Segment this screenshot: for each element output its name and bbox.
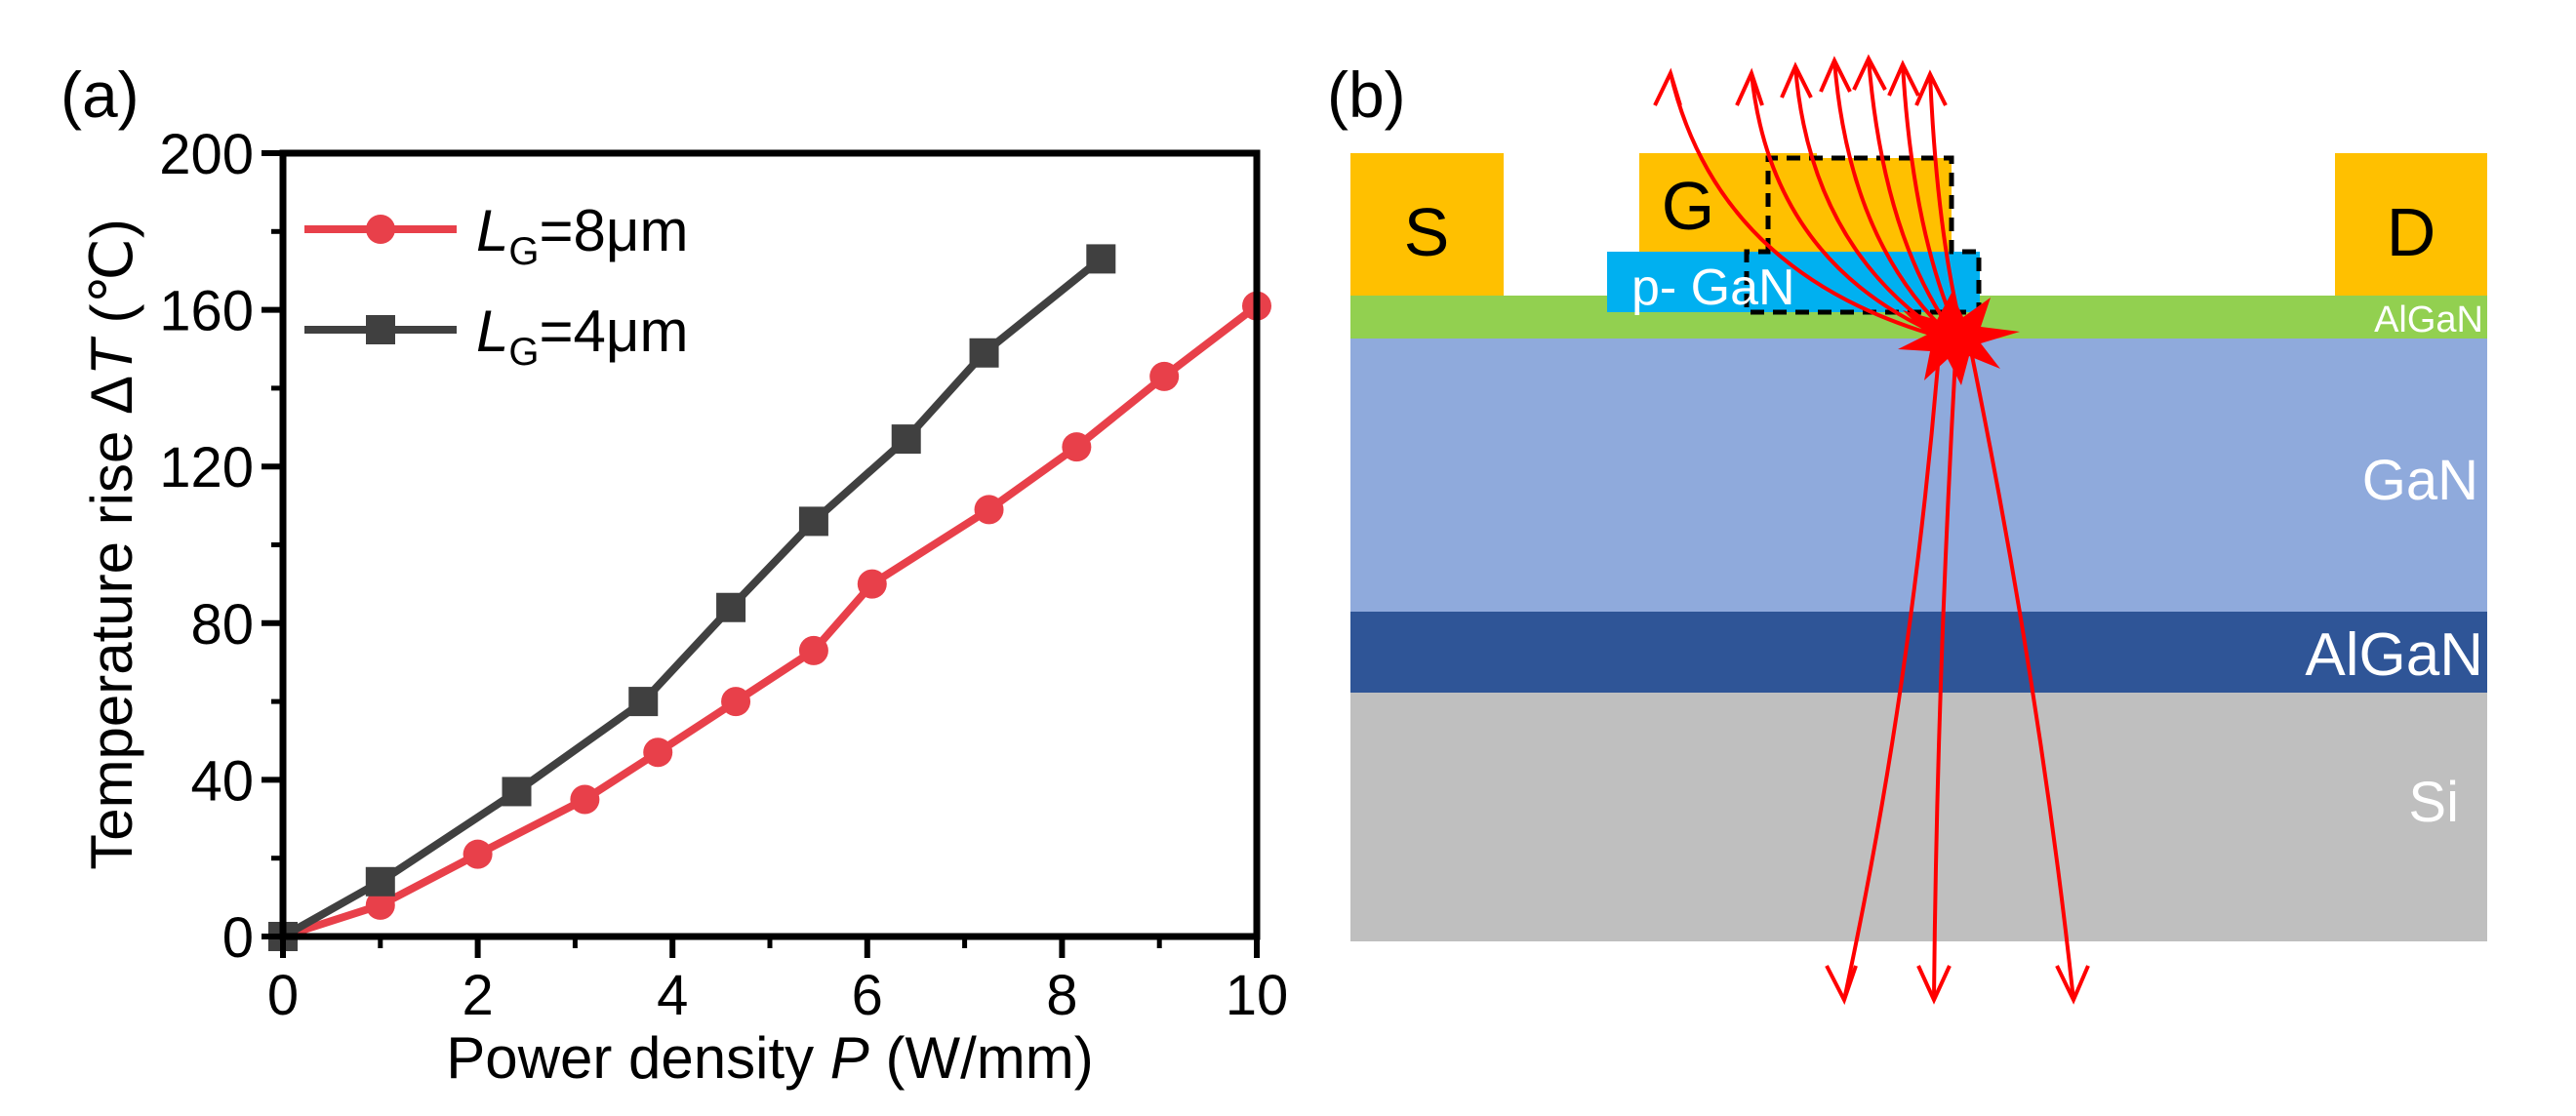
legend-marker-lg4 xyxy=(366,315,395,344)
x-tick-label-3: 6 xyxy=(852,964,883,1027)
axis-ticks: 0 2 4 6 8 10 0 40 80 120 160 200 xyxy=(159,123,1288,1027)
drain-label: D xyxy=(2387,194,2436,270)
gate-extension-outline xyxy=(1744,155,1982,315)
substrate-layer xyxy=(1350,693,2487,941)
data-point-s1-5 xyxy=(798,506,828,537)
y-tick-label-4: 160 xyxy=(159,280,254,343)
series-line-0 xyxy=(281,302,1260,940)
data-point-s0-2 xyxy=(463,839,493,869)
panel-label-a: (a) xyxy=(60,59,140,131)
data-point-s0-8 xyxy=(974,495,1004,525)
field-plate xyxy=(1771,158,1952,252)
legend-label-lg4: LG=4μm xyxy=(476,299,688,374)
ray-down-1 xyxy=(1842,340,1942,1001)
y-tick-label-3: 120 xyxy=(159,436,254,499)
x-tick-label-5: 10 xyxy=(1226,964,1289,1027)
chart-panel-a: (a) 0 2 4 6 8 10 0 40 80 120 160 200 Power density … xyxy=(60,59,1288,1091)
data-point-s0-6 xyxy=(798,635,828,665)
algan-buffer-label: AlGaN xyxy=(2305,621,2483,689)
x-tick-label-4: 8 xyxy=(1046,964,1077,1027)
y-tick-label-0: 0 xyxy=(222,906,254,970)
arrowhead-up-1 xyxy=(1653,67,1682,106)
data-point-s1-3 xyxy=(628,687,659,717)
y-tick-label-1: 40 xyxy=(190,749,254,813)
data-point-s0-3 xyxy=(570,784,600,815)
ray-up-1 xyxy=(1669,72,1941,339)
pgan-label: p- GaN xyxy=(1631,259,1795,316)
ray-up-2 xyxy=(1750,72,1945,339)
gan-channel-layer xyxy=(1350,339,2487,612)
arrowhead-up-6 xyxy=(1887,60,1920,97)
plot-series xyxy=(268,244,1271,951)
legend-entry-lg4: LG=4μm xyxy=(304,299,688,374)
panel-label-b: (b) xyxy=(1327,59,1406,131)
y-tick-label-2: 80 xyxy=(190,593,254,657)
drain-electrode xyxy=(2335,153,2487,296)
algan-buffer-layer xyxy=(1350,612,2487,693)
source-label: S xyxy=(1404,194,1450,270)
data-point-s0-9 xyxy=(1062,432,1092,462)
legend-marker-lg8 xyxy=(366,215,395,244)
data-point-s1-1 xyxy=(365,866,395,897)
data-point-s1-2 xyxy=(502,777,532,807)
data-point-s0-1 xyxy=(365,890,395,920)
ray-up-5 xyxy=(1867,58,1957,339)
source-electrode xyxy=(1350,153,1504,296)
hotspot-burst xyxy=(1898,293,2020,385)
substrate-label: Si xyxy=(2408,771,2459,834)
data-point-s1-7 xyxy=(969,338,999,368)
data-point-s1-4 xyxy=(716,592,746,622)
data-point-s0-5 xyxy=(721,687,751,717)
ray-up-3 xyxy=(1793,65,1949,339)
device-diagram-panel-b: (b) S G D p- GaN AlGaN GaN AlGaN Si xyxy=(1327,54,2487,1006)
arrowhead-up-7 xyxy=(1914,69,1948,106)
y-axis-label: Temperature rise ΔT (℃) xyxy=(79,219,144,870)
arrowhead-down-1 xyxy=(1825,965,1858,1006)
data-point-s0-4 xyxy=(643,737,673,768)
data-point-s1-8 xyxy=(1086,244,1116,274)
legend-label-lg8: LG=8μm xyxy=(476,198,688,273)
ray-up-4 xyxy=(1832,60,1953,339)
legend-entry-lg8: LG=8μm xyxy=(304,198,688,273)
x-tick-label-0: 0 xyxy=(267,964,299,1027)
arrowhead-down-3 xyxy=(2055,965,2090,1005)
arrowhead-up-4 xyxy=(1819,56,1852,93)
y-tick-label-5: 200 xyxy=(159,123,254,186)
gate-label: G xyxy=(1662,168,1714,244)
x-tick-label-2: 4 xyxy=(657,964,688,1027)
data-point-s0-7 xyxy=(857,569,887,599)
algan-barrier-label: AlGaN xyxy=(2374,299,2483,340)
arrowhead-up-5 xyxy=(1852,54,1887,91)
gan-channel-label: GaN xyxy=(2362,449,2478,512)
arrowhead-down-2 xyxy=(1916,965,1952,1005)
arrowhead-up-2 xyxy=(1735,67,1764,106)
data-point-s1-6 xyxy=(891,424,921,455)
ray-down-3 xyxy=(1967,340,2075,1001)
ray-group xyxy=(1653,54,2090,1006)
legend: LG=8μm LG=4μm xyxy=(304,198,688,374)
x-tick-label-1: 2 xyxy=(462,964,493,1027)
x-axis-label: Power density P (W/mm) xyxy=(446,1025,1093,1091)
data-point-s0-10 xyxy=(1149,361,1180,391)
arrowhead-up-3 xyxy=(1780,61,1813,99)
ray-down-2 xyxy=(1932,340,1958,1001)
